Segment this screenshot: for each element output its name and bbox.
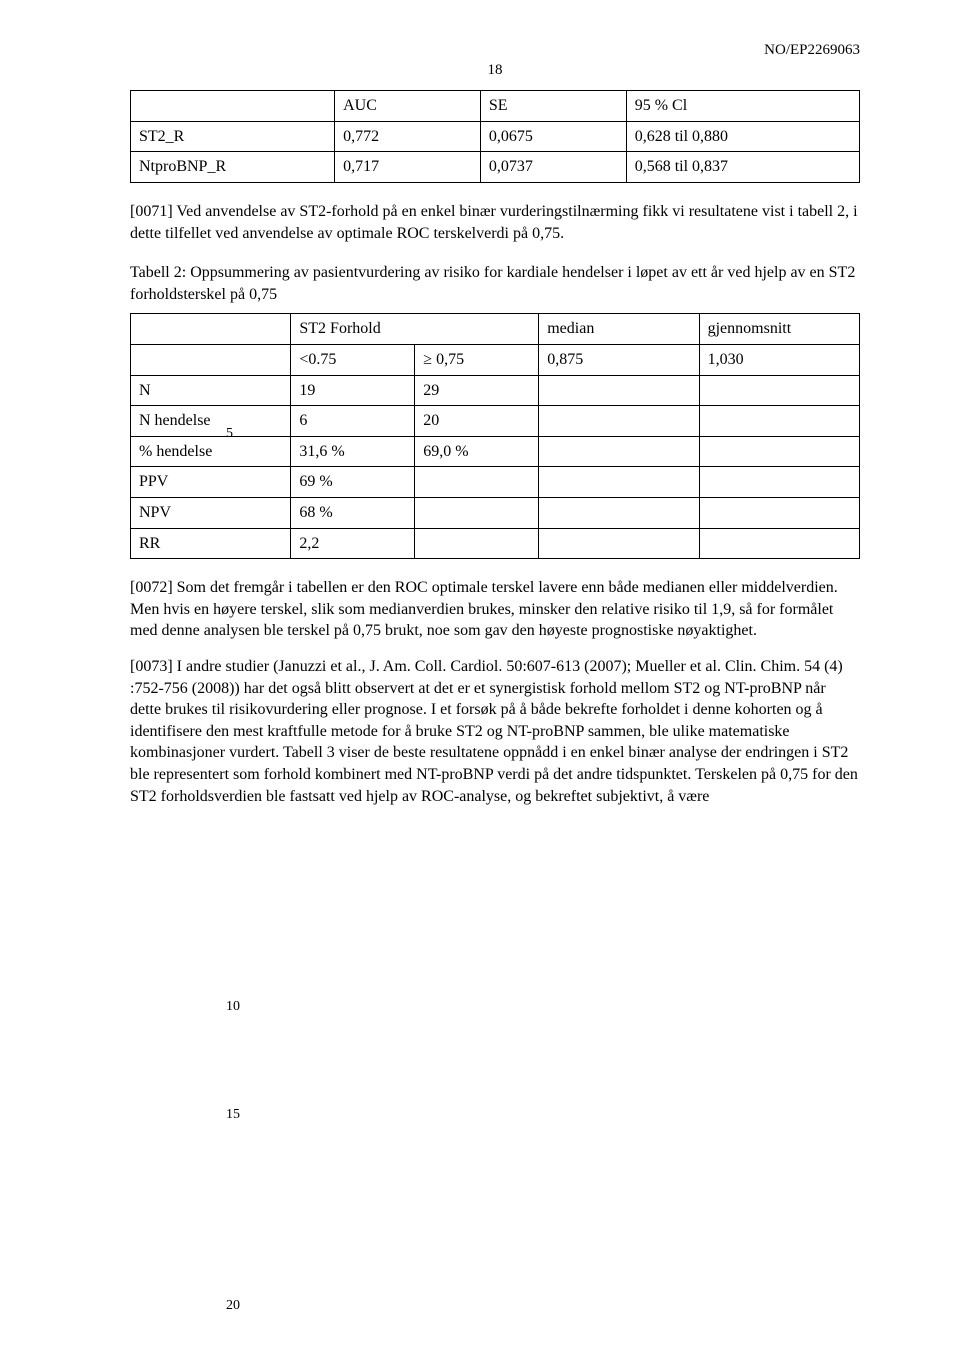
table-cell	[699, 406, 859, 437]
table-cell	[699, 375, 859, 406]
table-row: RR 2,2	[131, 528, 860, 559]
table-row: PPV 69 %	[131, 467, 860, 498]
table-cell: 6	[291, 406, 415, 437]
table-cell: N	[131, 375, 291, 406]
table-cell: 0,568 til 0,837	[626, 152, 859, 183]
table-row: % hendelse 31,6 % 69,0 %	[131, 436, 860, 467]
table-cell: 0,628 til 0,880	[626, 121, 859, 152]
table-cell: 68 %	[291, 497, 415, 528]
table-cell: 2,2	[291, 528, 415, 559]
table-cell	[415, 497, 539, 528]
table-cell: 0,772	[335, 121, 481, 152]
table-cell: 31,6 %	[291, 436, 415, 467]
table-cell: 0,0737	[480, 152, 626, 183]
line-marker-5: 5	[226, 425, 233, 444]
table-cell: ≥ 0,75	[415, 345, 539, 376]
table-cell: gjennomsnitt	[699, 314, 859, 345]
table-cell: 95 % Cl	[626, 91, 859, 122]
table-cell: NPV	[131, 497, 291, 528]
table-cell	[539, 497, 699, 528]
table-cell	[699, 436, 859, 467]
table-cell: ST2 Forhold	[291, 314, 539, 345]
table-cell: AUC	[335, 91, 481, 122]
table-cell	[415, 467, 539, 498]
table-row: ST2_R 0,772 0,0675 0,628 til 0,880	[131, 121, 860, 152]
table-cell	[415, 528, 539, 559]
table-cell	[699, 467, 859, 498]
table-cell	[699, 497, 859, 528]
table-cell: 69 %	[291, 467, 415, 498]
table-cell	[539, 406, 699, 437]
table-1: AUC SE 95 % Cl ST2_R 0,772 0,0675 0,628 …	[130, 90, 860, 183]
table-cell	[131, 314, 291, 345]
table-cell: <0.75	[291, 345, 415, 376]
table-cell	[131, 345, 291, 376]
table-cell: 0,717	[335, 152, 481, 183]
table-cell: SE	[480, 91, 626, 122]
table-cell: % hendelse	[131, 436, 291, 467]
table-cell: PPV	[131, 467, 291, 498]
line-marker-15: 15	[226, 1106, 240, 1125]
table-row: ST2 Forhold median gjennomsnitt	[131, 314, 860, 345]
table-cell: 0,0675	[480, 121, 626, 152]
table-cell: 69,0 %	[415, 436, 539, 467]
document-id: NO/EP2269063	[764, 40, 860, 60]
table-cell: 29	[415, 375, 539, 406]
page-number: 18	[130, 60, 860, 80]
table-cell	[539, 467, 699, 498]
table-2: ST2 Forhold median gjennomsnitt <0.75 ≥ …	[130, 313, 860, 559]
table-2-caption: Tabell 2: Oppsummering av pasientvurderi…	[130, 262, 860, 305]
table-row: <0.75 ≥ 0,75 0,875 1,030	[131, 345, 860, 376]
table-cell: 19	[291, 375, 415, 406]
table-row: N 19 29	[131, 375, 860, 406]
table-cell: median	[539, 314, 699, 345]
table-cell: 1,030	[699, 345, 859, 376]
table-cell: ST2_R	[131, 121, 335, 152]
line-marker-20: 20	[226, 1297, 240, 1316]
paragraph-0071: [0071] Ved anvendelse av ST2-forhold på …	[130, 201, 860, 244]
table-cell	[131, 91, 335, 122]
paragraph-0072: [0072] Som det fremgår i tabellen er den…	[130, 577, 860, 642]
line-marker-10: 10	[226, 998, 240, 1017]
table-cell: N hendelse	[131, 406, 291, 437]
table-cell	[539, 375, 699, 406]
table-cell	[539, 436, 699, 467]
table-cell: 0,875	[539, 345, 699, 376]
table-row: N hendelse 6 20	[131, 406, 860, 437]
table-cell: NtproBNP_R	[131, 152, 335, 183]
table-row: AUC SE 95 % Cl	[131, 91, 860, 122]
table-row: NtproBNP_R 0,717 0,0737 0,568 til 0,837	[131, 152, 860, 183]
table-cell: RR	[131, 528, 291, 559]
paragraph-0073: [0073] I andre studier (Januzzi et al., …	[130, 656, 860, 807]
table-cell	[699, 528, 859, 559]
table-cell	[539, 528, 699, 559]
table-cell: 20	[415, 406, 539, 437]
table-row: NPV 68 %	[131, 497, 860, 528]
